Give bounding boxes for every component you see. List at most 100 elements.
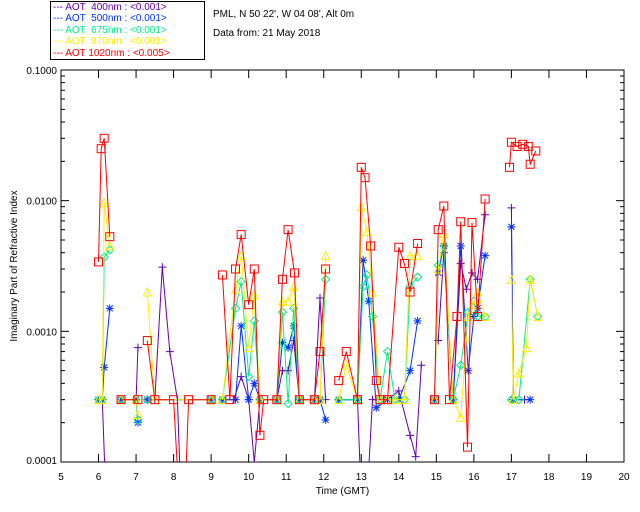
- series-line-4: [98, 138, 537, 462]
- square-marker: [452, 311, 462, 321]
- plus-marker: [237, 372, 246, 381]
- square-marker: [439, 201, 449, 211]
- asterisk-marker: [456, 241, 465, 250]
- diamond-marker: [105, 245, 115, 255]
- plus-marker: [165, 347, 174, 356]
- plus-marker: [315, 293, 324, 302]
- square-marker: [225, 395, 235, 405]
- square-marker: [413, 239, 423, 249]
- x-tick-label: 9: [208, 472, 214, 483]
- diamond-marker: [283, 398, 293, 409]
- square-marker: [309, 395, 319, 405]
- diamond-marker: [243, 371, 254, 382]
- square-marker: [512, 141, 522, 151]
- square-marker: [429, 395, 439, 405]
- x-tick-label: 5: [58, 472, 64, 483]
- diamond-marker: [514, 394, 524, 405]
- square-marker: [99, 133, 109, 143]
- square-marker: [255, 430, 265, 440]
- x-tick-label: 16: [468, 472, 480, 483]
- x-tick-label: 8: [171, 472, 177, 483]
- asterisk-marker: [359, 256, 368, 265]
- triangle-marker: [133, 409, 143, 420]
- square-marker: [272, 395, 282, 405]
- x-tick-label: 18: [543, 472, 555, 483]
- legend-entry: --- AOT 500nm : <0.001>: [53, 13, 204, 24]
- asterisk-marker: [526, 395, 535, 404]
- plus-marker: [456, 259, 465, 268]
- plus-marker: [368, 395, 377, 404]
- plus-marker: [394, 386, 403, 395]
- square-marker: [244, 300, 254, 310]
- square-marker: [321, 264, 331, 274]
- triangle-marker: [455, 412, 466, 422]
- legend-entry: --- AOT 400nm : <0.001>: [53, 2, 204, 13]
- square-marker: [462, 442, 472, 452]
- x-axis-label: Time (GMT): [316, 486, 370, 497]
- square-marker: [294, 395, 304, 405]
- square-marker: [315, 347, 325, 357]
- triangle-marker: [97, 394, 108, 405]
- square-marker: [142, 336, 152, 346]
- x-tick-label: 14: [393, 472, 405, 483]
- triangle-marker: [514, 367, 524, 378]
- triangle-marker: [362, 226, 372, 237]
- square-marker: [433, 225, 443, 235]
- square-marker: [473, 311, 483, 321]
- legend-label: AOT 500nm : <0.001>: [65, 13, 167, 25]
- plus-marker: [133, 343, 142, 352]
- square-marker: [399, 259, 409, 269]
- triangle-marker: [243, 342, 254, 353]
- square-marker: [383, 395, 393, 405]
- y-tick-label: 0.1000: [26, 66, 57, 77]
- asterisk-marker: [244, 395, 253, 404]
- x-tick-label: 12: [318, 472, 330, 483]
- asterisk-marker: [250, 379, 259, 388]
- plus-marker: [417, 361, 426, 370]
- triangle-marker: [104, 240, 115, 251]
- square-marker: [467, 218, 477, 228]
- diamond-marker: [236, 276, 246, 287]
- plot-area: [93, 133, 543, 462]
- diamond-marker: [277, 307, 288, 317]
- legend-line-icon: ---: [53, 47, 66, 59]
- square-marker: [133, 395, 143, 405]
- diamond-marker: [358, 281, 368, 292]
- square-marker: [353, 395, 363, 405]
- x-tick-label: 20: [618, 472, 630, 483]
- asterisk-marker: [105, 304, 114, 313]
- x-tick-label: 15: [431, 472, 443, 483]
- square-marker: [94, 257, 104, 267]
- triangle-marker: [469, 299, 479, 310]
- asterisk-marker: [364, 297, 373, 306]
- plus-marker: [158, 263, 167, 272]
- asterisk-marker: [237, 321, 246, 330]
- legend-line-icon: ---: [53, 24, 66, 36]
- square-marker: [531, 146, 541, 156]
- plot-frame: [60, 69, 625, 463]
- square-marker: [341, 347, 351, 357]
- asterisk-marker: [117, 395, 126, 404]
- chart-legend: --- AOT 400nm : <0.001> --- AOT 500nm : <…: [50, 1, 205, 60]
- square-marker: [96, 144, 106, 154]
- legend-entry: --- AOT 675nm : <0.001>: [53, 25, 204, 36]
- x-tick-label: 10: [243, 472, 255, 483]
- asterisk-marker: [406, 366, 415, 375]
- square-marker: [206, 395, 216, 405]
- legend-label: AOT 400nm : <0.001>: [65, 2, 167, 13]
- diamond-marker: [532, 311, 543, 322]
- asterisk-marker: [289, 321, 298, 330]
- diamond-marker: [439, 241, 449, 251]
- square-marker: [249, 264, 259, 274]
- triangle-marker: [230, 284, 241, 294]
- x-tick-label: 7: [133, 472, 139, 483]
- triangle-marker: [320, 250, 331, 261]
- square-marker: [289, 268, 299, 278]
- square-marker: [356, 162, 366, 172]
- square-marker: [505, 162, 515, 172]
- triangle-marker: [283, 296, 293, 306]
- triangle-marker: [333, 394, 344, 405]
- asterisk-marker: [284, 343, 293, 352]
- triangle-marker: [277, 296, 288, 306]
